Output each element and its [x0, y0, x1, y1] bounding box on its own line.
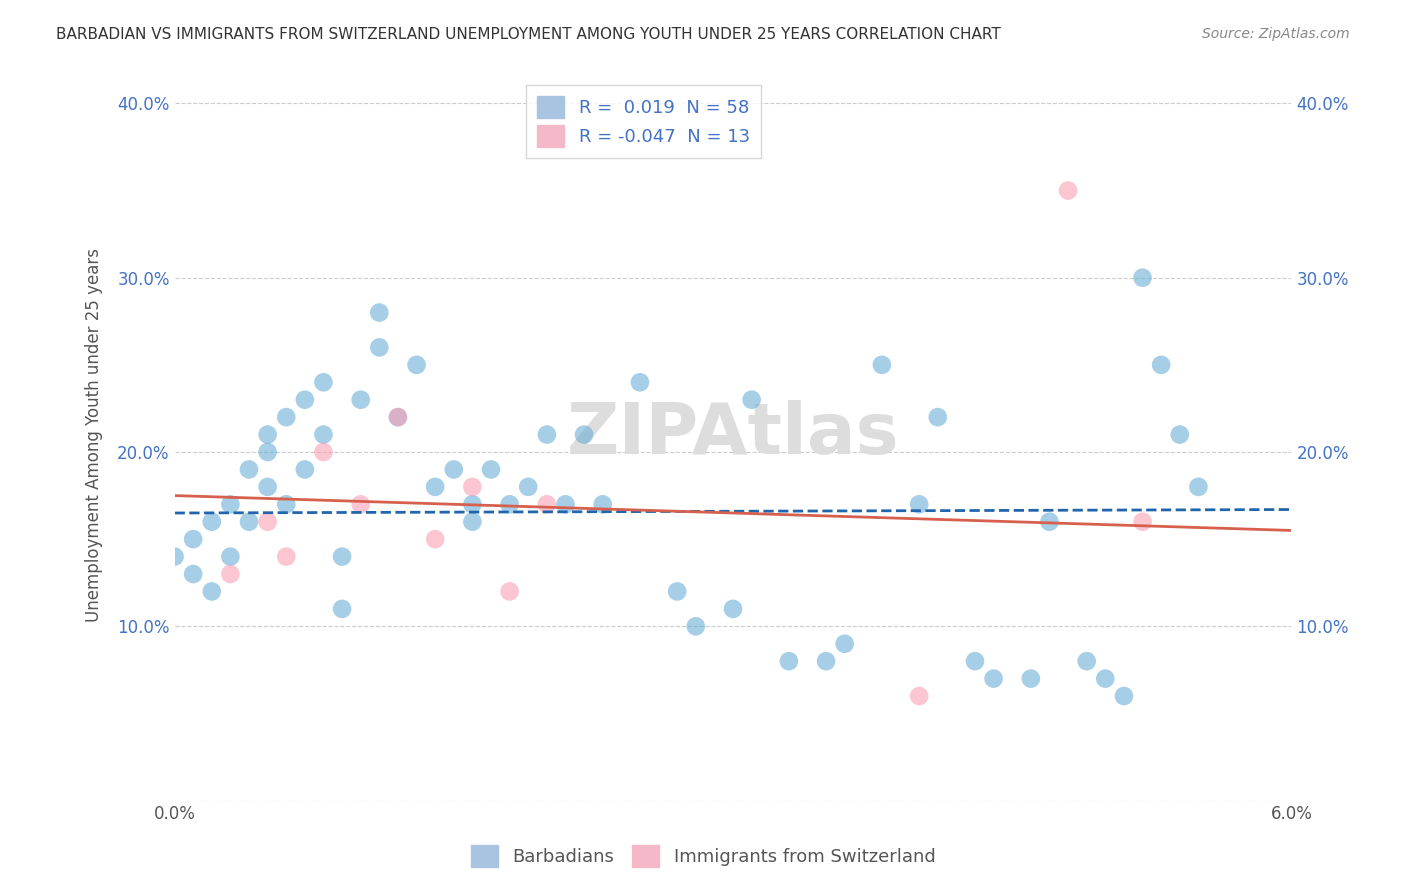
Point — [461, 515, 484, 529]
Point — [276, 410, 298, 425]
Point — [572, 427, 595, 442]
Point — [425, 480, 447, 494]
Point — [276, 549, 298, 564]
Point — [517, 480, 540, 494]
Text: Source: ZipAtlas.com: Source: ZipAtlas.com — [1202, 27, 1350, 41]
Point — [479, 462, 502, 476]
Point — [219, 497, 242, 511]
Point — [181, 567, 204, 582]
Point — [536, 497, 558, 511]
Point — [443, 462, 465, 476]
Legend: Barbadians, Immigrants from Switzerland: Barbadians, Immigrants from Switzerland — [464, 838, 942, 874]
Point — [312, 427, 335, 442]
Point — [294, 462, 316, 476]
Point — [498, 497, 520, 511]
Text: ZIPAtlas: ZIPAtlas — [567, 401, 900, 469]
Point — [778, 654, 800, 668]
Point — [219, 567, 242, 582]
Point — [870, 358, 893, 372]
Point — [554, 497, 576, 511]
Point — [1094, 672, 1116, 686]
Point — [368, 305, 391, 319]
Point — [219, 549, 242, 564]
Point — [1057, 184, 1080, 198]
Point — [256, 445, 278, 459]
Point — [312, 376, 335, 390]
Point — [256, 515, 278, 529]
Point — [350, 497, 373, 511]
Point — [1112, 689, 1135, 703]
Point — [963, 654, 986, 668]
Point — [387, 410, 409, 425]
Point — [201, 515, 224, 529]
Point — [256, 427, 278, 442]
Legend: R =  0.019  N = 58, R = -0.047  N = 13: R = 0.019 N = 58, R = -0.047 N = 13 — [526, 85, 761, 158]
Point — [1019, 672, 1042, 686]
Point — [330, 549, 353, 564]
Point — [498, 584, 520, 599]
Point — [685, 619, 707, 633]
Point — [1038, 515, 1060, 529]
Point — [276, 497, 298, 511]
Point — [721, 602, 744, 616]
Point — [1168, 427, 1191, 442]
Point — [983, 672, 1005, 686]
Point — [1132, 515, 1154, 529]
Point — [330, 602, 353, 616]
Point — [181, 532, 204, 546]
Point — [592, 497, 614, 511]
Point — [834, 637, 856, 651]
Point — [368, 340, 391, 354]
Point — [1076, 654, 1098, 668]
Point — [1150, 358, 1173, 372]
Point — [1132, 270, 1154, 285]
Point — [908, 497, 931, 511]
Point — [461, 480, 484, 494]
Point — [908, 689, 931, 703]
Point — [201, 584, 224, 599]
Point — [350, 392, 373, 407]
Point — [163, 549, 186, 564]
Point — [294, 392, 316, 407]
Point — [666, 584, 689, 599]
Point — [1187, 480, 1209, 494]
Point — [256, 480, 278, 494]
Y-axis label: Unemployment Among Youth under 25 years: Unemployment Among Youth under 25 years — [86, 248, 103, 622]
Point — [461, 497, 484, 511]
Point — [425, 532, 447, 546]
Point — [387, 410, 409, 425]
Point — [238, 515, 260, 529]
Point — [405, 358, 427, 372]
Point — [741, 392, 763, 407]
Point — [312, 445, 335, 459]
Point — [238, 462, 260, 476]
Point — [927, 410, 949, 425]
Point — [815, 654, 838, 668]
Point — [628, 376, 651, 390]
Point — [536, 427, 558, 442]
Text: BARBADIAN VS IMMIGRANTS FROM SWITZERLAND UNEMPLOYMENT AMONG YOUTH UNDER 25 YEARS: BARBADIAN VS IMMIGRANTS FROM SWITZERLAND… — [56, 27, 1001, 42]
